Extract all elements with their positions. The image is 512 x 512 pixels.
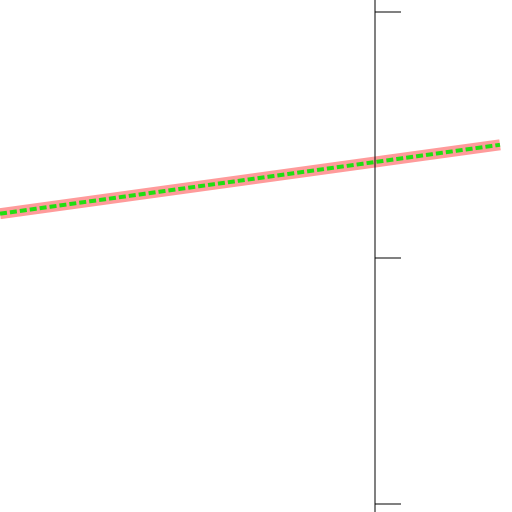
series-line-1 xyxy=(0,142,501,216)
y-axis xyxy=(374,0,401,512)
series-layer xyxy=(0,139,501,220)
